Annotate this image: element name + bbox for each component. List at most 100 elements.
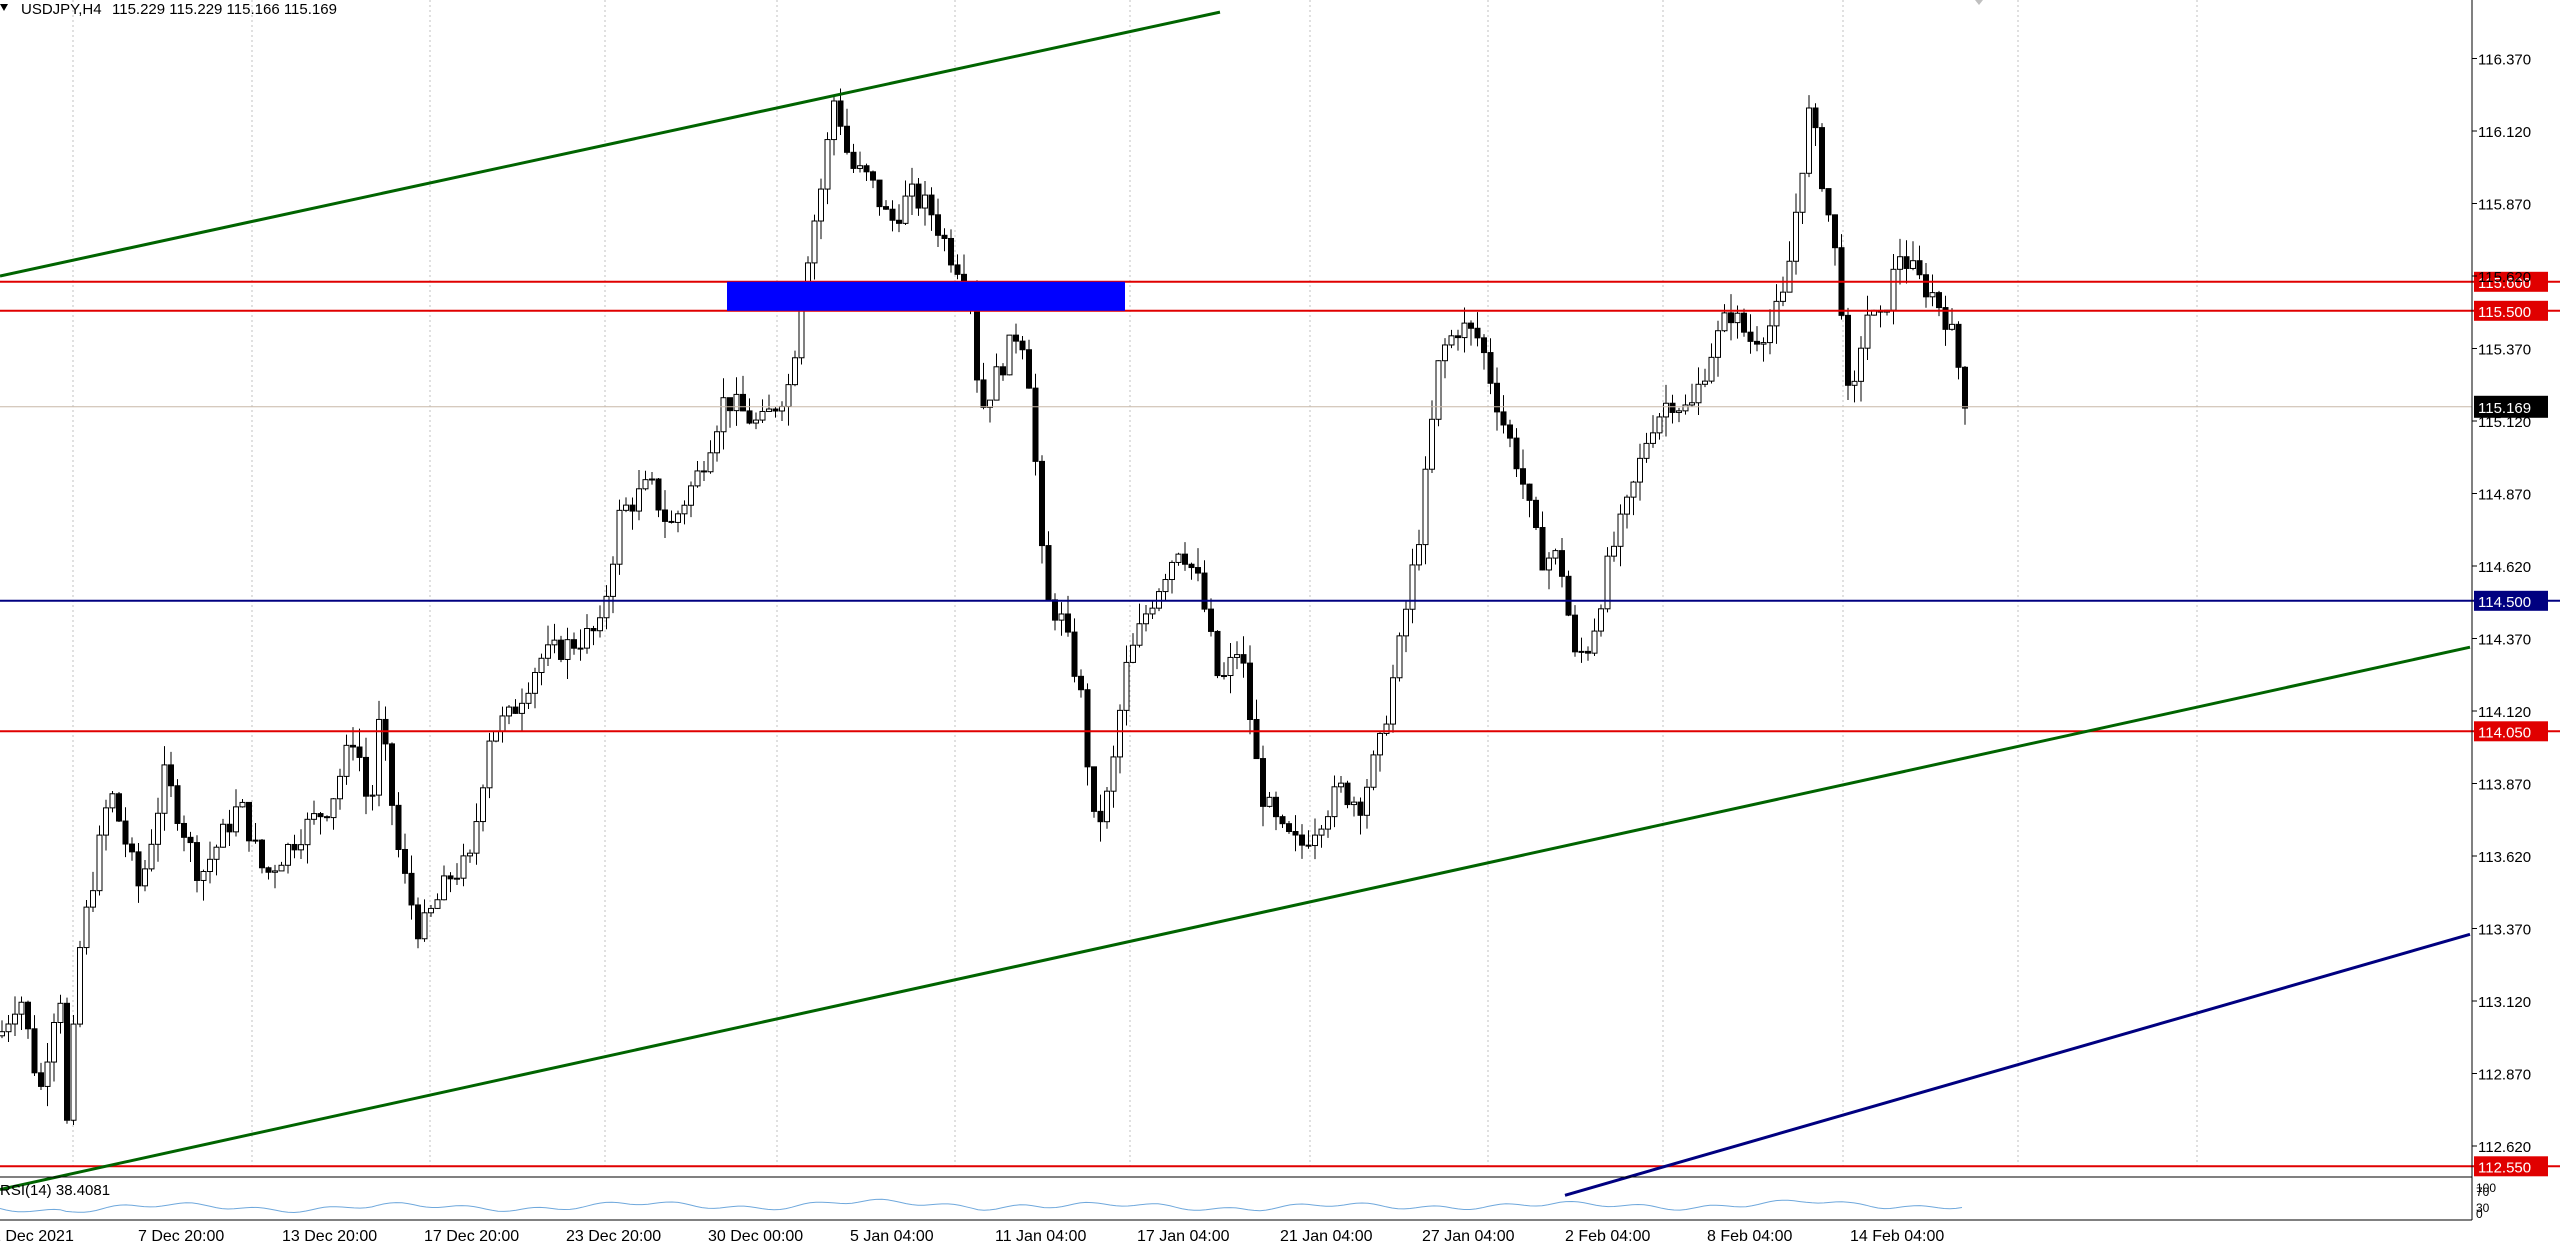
candle-bull — [1637, 457, 1643, 483]
level-price-tag — [2474, 300, 2548, 321]
candle-bear — [1305, 844, 1312, 847]
candle-bull — [1377, 732, 1383, 756]
candle-bull — [1409, 564, 1416, 610]
candle-bull — [454, 877, 460, 880]
candle-bull — [694, 470, 701, 487]
candle-bear — [1052, 599, 1058, 621]
candle-bull — [298, 844, 304, 851]
candle-bull — [1390, 677, 1396, 725]
candle-bear — [1942, 307, 1949, 330]
candle-bull — [675, 513, 681, 523]
candle-bull — [525, 692, 532, 704]
candle-bear — [259, 839, 265, 869]
current-price-tag — [2474, 395, 2548, 418]
candle-bull — [1650, 432, 1656, 444]
candle-bull — [428, 907, 434, 914]
candlestick-series — [0, 88, 1968, 1125]
candle-bull — [369, 794, 376, 797]
time-tick-label: 30 Dec 00:00 — [708, 1228, 803, 1245]
candle-bull — [1435, 360, 1442, 420]
candle-bear — [1728, 312, 1734, 324]
candle-bear — [558, 639, 564, 660]
candle-bear — [265, 867, 272, 873]
candle-bull — [584, 628, 590, 649]
candle-bull — [551, 639, 558, 646]
candle-bull — [1682, 404, 1689, 412]
candle-bull — [733, 393, 740, 412]
candle-bull — [785, 384, 792, 407]
candle-bull — [603, 595, 610, 619]
candle-bull — [1624, 496, 1630, 515]
candle-bull — [798, 308, 805, 359]
candle-bear — [1825, 188, 1832, 216]
level-price-tag — [2474, 271, 2548, 292]
rsi-scale-label: 30 — [2476, 1201, 2490, 1215]
candle-bear — [1078, 675, 1084, 691]
candle-bull — [1461, 322, 1468, 339]
candle-bear — [350, 744, 356, 748]
candle-bull — [1799, 172, 1806, 213]
candle-bull — [1448, 335, 1455, 346]
candle-bear — [1559, 550, 1565, 577]
level-price-label: 114.050 — [2478, 724, 2531, 741]
candle-bear — [1260, 758, 1266, 807]
candle-bull — [987, 399, 993, 408]
candle-bear — [1754, 340, 1760, 345]
candle-bear — [1013, 334, 1019, 342]
candle-bull — [1383, 723, 1390, 734]
candle-bear — [590, 628, 597, 632]
candle-bear — [246, 801, 252, 842]
candle-bull — [1702, 380, 1708, 385]
candle-bear — [629, 504, 636, 512]
candle-bear — [181, 822, 187, 838]
candle-bull — [1643, 442, 1650, 459]
candle-bull — [636, 488, 642, 512]
candle-bear — [1494, 382, 1500, 413]
candle-bear — [1845, 314, 1851, 386]
candle-bull — [1773, 300, 1780, 327]
trendline — [0, 645, 2471, 1191]
time-tick-label: 27 Jan 04:00 — [1422, 1228, 1515, 1245]
candle-bear — [129, 843, 135, 853]
price-axis: 116.370 116.120 115.870 115.620 115.370 115.1… — [2471, 0, 2531, 1220]
menu-triangle-icon[interactable] — [0, 4, 8, 11]
rsi-scale-label: 0 — [2476, 1207, 2483, 1221]
candle-bull — [1591, 630, 1598, 654]
candle-bull — [1546, 557, 1552, 571]
candle-bull — [441, 875, 447, 901]
candle-bear — [1955, 323, 1962, 368]
level-price-tag — [2474, 590, 2548, 611]
candle-bull — [434, 899, 441, 909]
candle-bull — [766, 408, 772, 412]
candle-bull — [1331, 786, 1338, 818]
candle-bull — [1780, 291, 1786, 302]
candle-bull — [1364, 786, 1370, 816]
candle-bull — [1416, 544, 1422, 566]
candle-bull — [337, 775, 343, 800]
candle-bear — [1916, 260, 1923, 276]
candle-bull — [155, 812, 161, 845]
candle-bear — [447, 875, 454, 880]
horizontal-levels: 115.600 115.500 114.500 114.050 112.550 115.1… — [0, 271, 2560, 1177]
candle-bull — [233, 806, 239, 833]
candle-bull — [1221, 675, 1227, 678]
candle-bear — [896, 219, 902, 224]
candle-bear — [1201, 572, 1208, 610]
price-tick-label: 115.870 — [2478, 197, 2531, 214]
candle-bull — [83, 906, 90, 949]
level-price-tag — [2474, 1156, 2548, 1177]
candle-bull — [1351, 801, 1357, 806]
candle-bear — [1000, 366, 1006, 376]
candle-bull — [70, 1023, 77, 1121]
candle-bear — [746, 410, 753, 424]
candle-bear — [1747, 331, 1754, 342]
candle-bull — [376, 718, 382, 796]
candle-bear — [863, 165, 870, 173]
level-price-label: 115.600 — [2478, 275, 2531, 292]
candle-bull — [200, 870, 207, 881]
candle-bull — [792, 357, 798, 386]
candle-bull — [220, 823, 226, 848]
candle-bear — [662, 509, 668, 522]
